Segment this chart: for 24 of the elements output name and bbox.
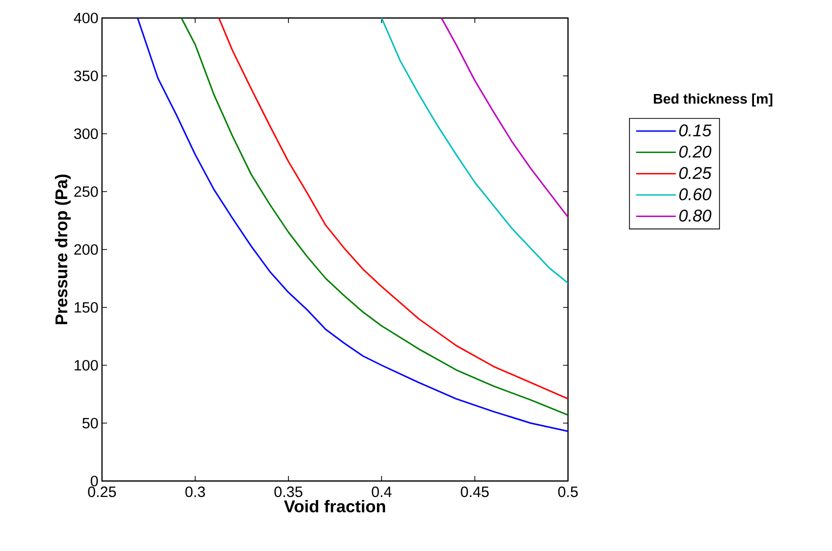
legend-label: 0.20 [679,146,712,158]
y-tick-label: 300 [74,128,98,140]
x-tick-label: 0.35 [274,486,302,498]
legend-title: Bed thickness [m] [654,93,772,106]
x-axis-title: Void fraction [284,500,386,512]
legend-label: 0.80 [679,210,712,222]
x-tick-label: 0.45 [460,486,489,498]
y-tick-label: 0 [90,476,98,486]
x-tick-label: 0.3 [185,486,205,498]
y-tick-label: 250 [74,186,98,197]
x-tick-label: 0.5 [558,486,578,498]
y-axis-title: Pressure drop (Pa) [54,174,71,324]
y-tick-label: 200 [74,244,98,255]
legend-label: 0.60 [679,188,712,200]
legend-label: 0.15 [679,124,712,136]
y-tick-label: 150 [74,302,98,313]
y-tick-label: 100 [74,360,98,371]
legend-label: 0.25 [679,167,712,180]
y-tick-label: 50 [82,418,98,428]
y-tick-label: 350 [74,70,98,82]
x-tick-label: 0.4 [372,486,392,498]
x-tick-label: 0.25 [88,486,116,498]
y-tick-label: 400 [74,12,98,24]
line-series [440,18,568,218]
